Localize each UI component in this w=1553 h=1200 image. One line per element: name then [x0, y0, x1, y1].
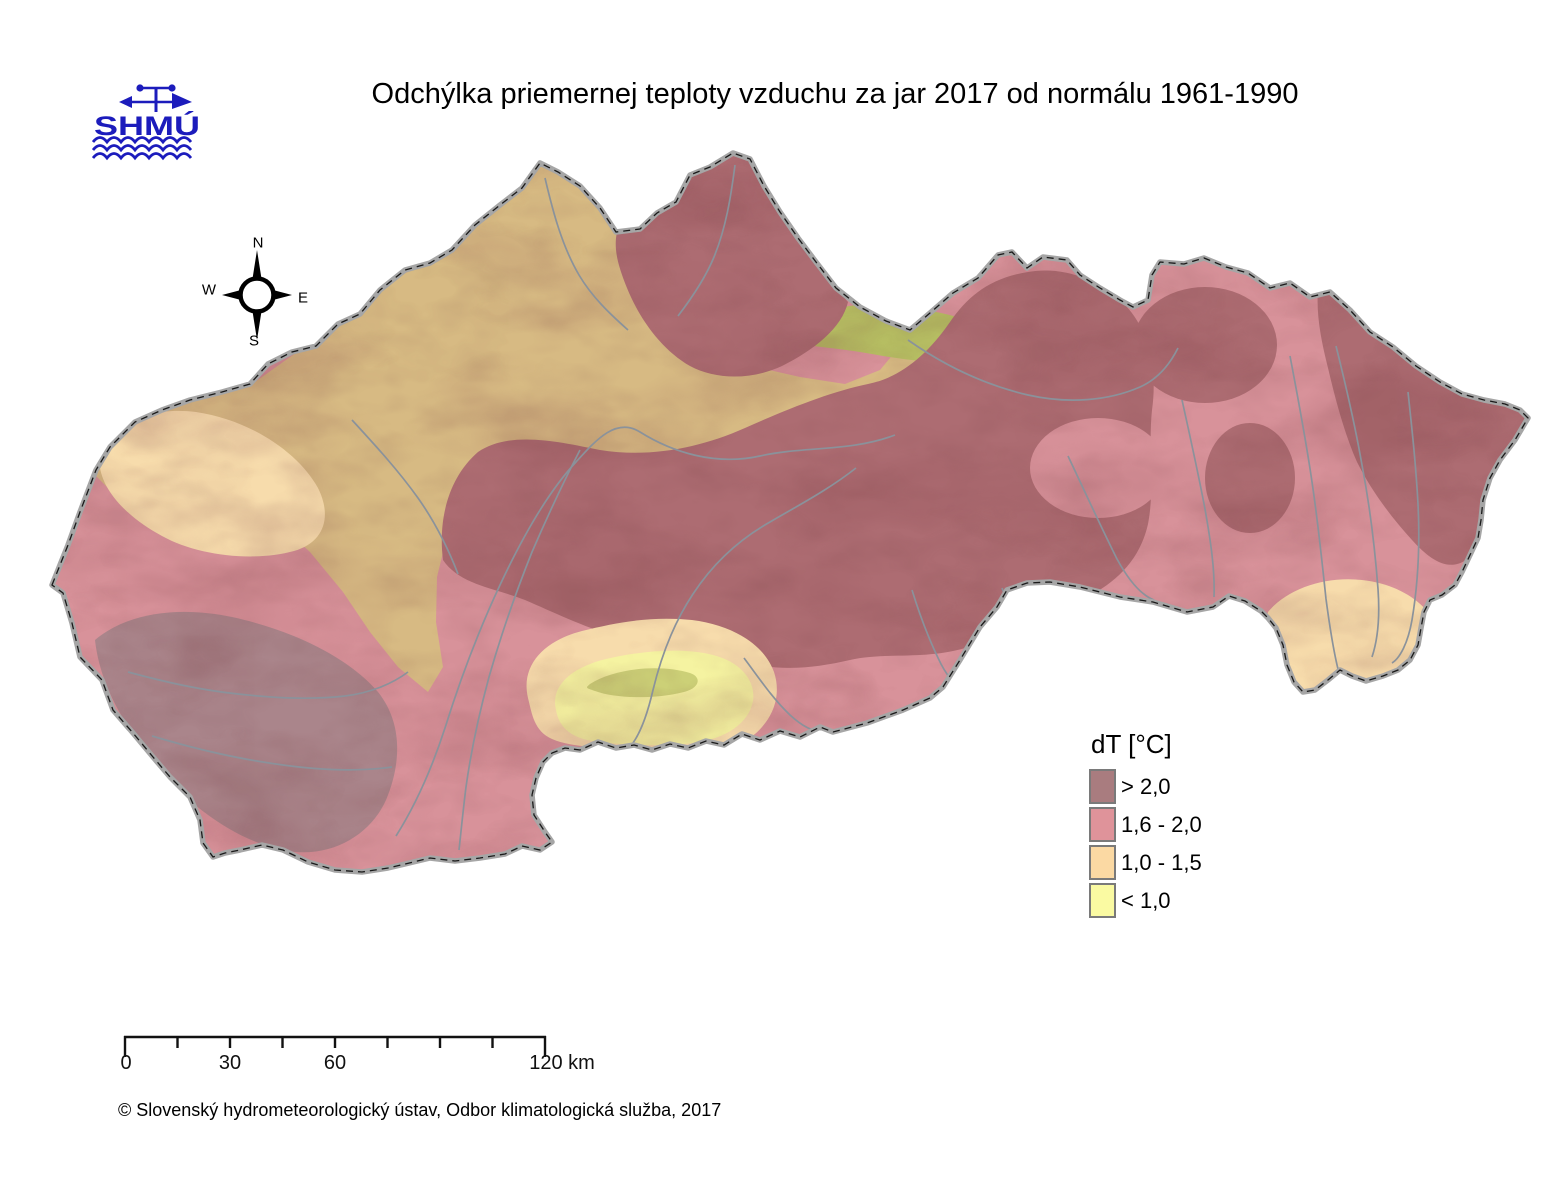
legend-swatch-below-1 [1089, 883, 1116, 918]
legend-item: > 2,0 [1089, 769, 1202, 804]
legend-swatch-above-2 [1089, 769, 1116, 804]
scale-label-120: 120 km [529, 1052, 595, 1074]
scale-label-30: 30 [218, 1052, 242, 1074]
legend: dT [°C] > 2,0 1,6 - 2,0 1,0 - 1,5 < 1,0 [1089, 729, 1202, 922]
legend-swatch-1-0-1-5 [1089, 845, 1116, 880]
waves-icon [91, 136, 193, 161]
scale-bar [123, 1035, 547, 1057]
legend-label: < 1,0 [1121, 887, 1171, 913]
map-regions [52, 153, 1528, 872]
compass-north-label: N [252, 234, 264, 252]
copyright-text: © Slovenský hydrometeorologický ústav, O… [118, 1100, 722, 1120]
hillshade-texture-fine [52, 153, 1528, 872]
compass-rose-icon [222, 250, 292, 340]
legend-label: 1,6 - 2,0 [1121, 811, 1202, 837]
shmu-logo: SHMÚ [91, 84, 200, 161]
map-title: Odchýlka priemernej teploty vzduchu za j… [371, 78, 1299, 110]
compass-east-label: E [297, 289, 309, 307]
legend-swatch-1-6-2-0 [1089, 807, 1116, 842]
weather-vane-icon [119, 84, 192, 112]
logo-text: SHMÚ [94, 110, 200, 141]
legend-item: < 1,0 [1089, 883, 1202, 918]
legend-item: 1,6 - 2,0 [1089, 807, 1202, 842]
compass-south-label: S [248, 332, 260, 350]
legend-title: dT [°C] [1091, 729, 1172, 759]
scale-label-0: 0 [120, 1052, 132, 1074]
legend-item: 1,0 - 1,5 [1089, 845, 1202, 880]
state-border-dashed [51, 152, 1529, 873]
legend-label: 1,0 - 1,5 [1121, 849, 1202, 875]
legend-label: > 2,0 [1121, 773, 1171, 799]
scale-label-60: 60 [323, 1052, 347, 1074]
compass-west-label: W [201, 281, 217, 299]
